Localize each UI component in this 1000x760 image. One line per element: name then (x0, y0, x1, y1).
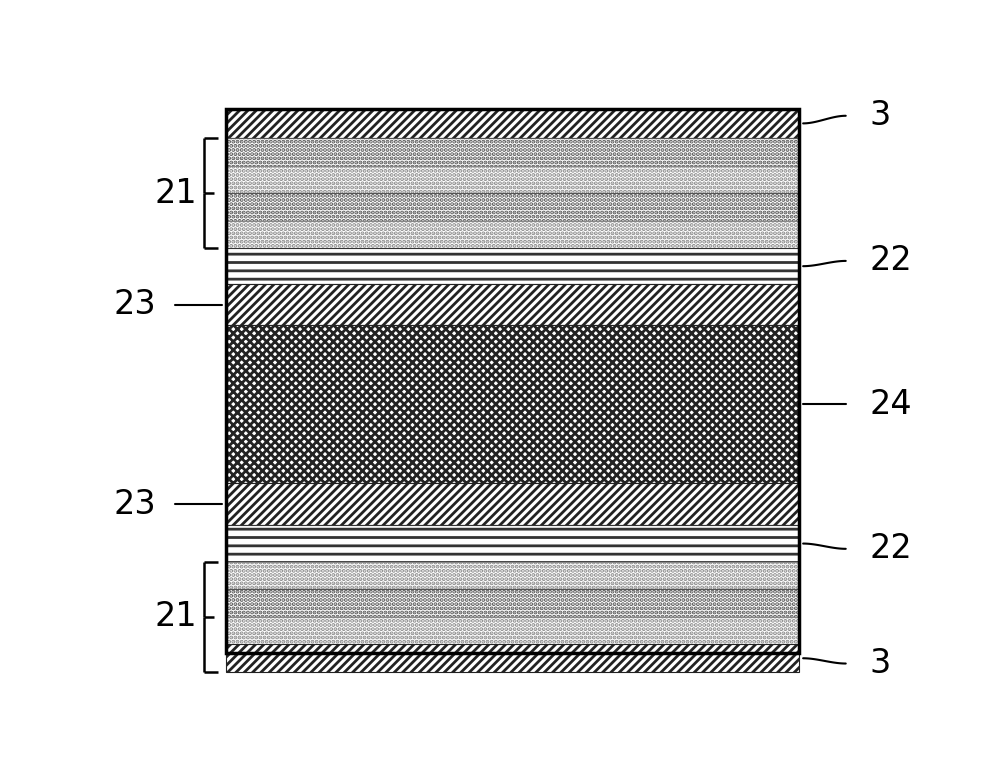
Text: 3: 3 (869, 647, 890, 680)
Bar (226, 483, 799, 525)
Bar (226, 589, 799, 616)
Bar (226, 109, 799, 653)
Text: 22: 22 (869, 245, 912, 277)
Text: 22: 22 (869, 532, 912, 565)
Text: 24: 24 (869, 388, 912, 421)
Bar (226, 166, 799, 193)
Bar (226, 525, 799, 562)
Text: 21: 21 (154, 176, 197, 210)
Text: 3: 3 (869, 100, 890, 132)
Bar (226, 644, 799, 672)
Bar (226, 193, 799, 220)
Bar (226, 284, 799, 325)
Bar (226, 138, 799, 166)
Text: 23: 23 (113, 488, 156, 521)
Bar (226, 562, 799, 589)
Bar (226, 248, 799, 284)
Text: 21: 21 (154, 600, 197, 633)
Bar (226, 220, 799, 248)
Bar (226, 616, 799, 644)
Bar (226, 325, 799, 483)
Text: 23: 23 (113, 288, 156, 321)
Bar (226, 109, 799, 138)
